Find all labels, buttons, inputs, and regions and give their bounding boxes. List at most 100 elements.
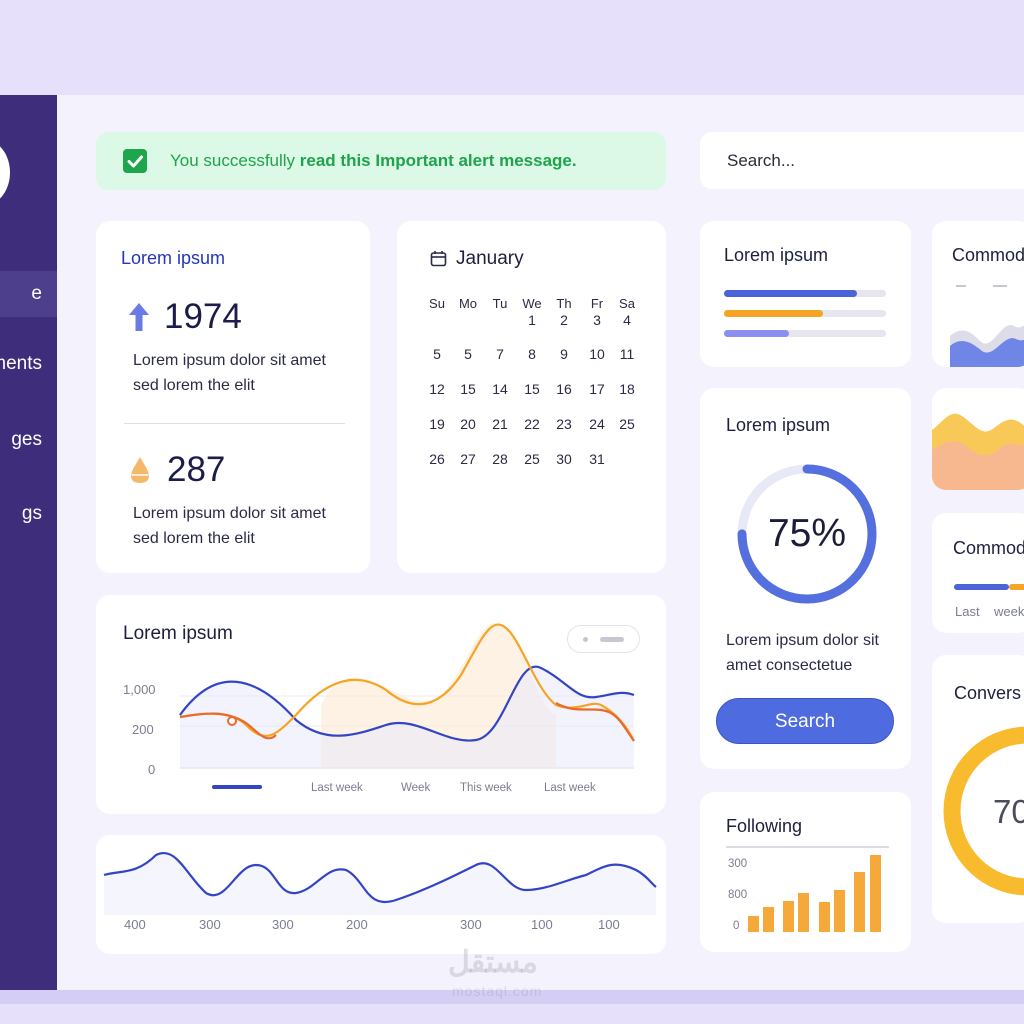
progress-bar xyxy=(724,330,886,337)
stats-card: Lorem ipsum 1974 Lorem ipsum dolor sit a… xyxy=(96,221,370,573)
legend-dash xyxy=(993,285,1007,287)
y-axis-label: 0 xyxy=(148,762,156,777)
calendar-day[interactable]: 31 xyxy=(589,451,605,467)
dashboard-frame: e ments ges gs You successfully read thi… xyxy=(0,95,1024,990)
progress-bar-orange xyxy=(1009,584,1024,590)
following-bar-chart xyxy=(748,855,881,932)
bar xyxy=(834,890,845,932)
calendar-day[interactable]: 15 xyxy=(460,381,476,397)
sidebar-item-label: ments xyxy=(0,353,42,374)
y-axis-label: 0 xyxy=(733,920,740,932)
card-title: Following xyxy=(726,816,803,836)
conversion-donut xyxy=(943,726,1024,896)
calendar-day[interactable]: 7 xyxy=(496,346,504,362)
success-alert: You successfully read this Important ale… xyxy=(96,132,666,190)
sidebar-item-settings[interactable]: gs xyxy=(0,491,57,537)
commod-card-1: Commod xyxy=(932,221,1024,367)
card-title: Commod xyxy=(952,245,1024,265)
arrow-up-icon xyxy=(129,303,149,331)
calendar-day[interactable]: 20 xyxy=(460,416,476,432)
progress-bar xyxy=(724,310,886,317)
progress-bar-fill xyxy=(724,330,789,337)
calendar-day[interactable]: 30 xyxy=(556,451,572,467)
calendar-day[interactable]: 2 xyxy=(560,312,568,328)
sidebar-item-messages[interactable]: ges xyxy=(0,417,57,463)
orange-area-chart xyxy=(932,413,1024,490)
stat-value-1: 1974 xyxy=(164,297,242,336)
calendar-card: January Su Mo Tu We Th Fr Sa 1 2 3 4 5 5 7 8 9 10 11 12 15 1… xyxy=(397,221,666,573)
search-placeholder: Search... xyxy=(727,151,796,170)
bar xyxy=(798,893,809,932)
commod-card-2: Commod Last week xyxy=(932,513,1024,633)
card-title: Lorem ipsum xyxy=(724,245,829,265)
bottom-strip xyxy=(0,990,1024,1004)
calendar-day[interactable]: 16 xyxy=(556,381,572,397)
calendar-day[interactable]: 27 xyxy=(460,451,476,467)
x-axis-label: 200 xyxy=(346,917,368,932)
calendar-weekday: Th xyxy=(556,296,572,311)
calendar-day[interactable]: 10 xyxy=(589,346,605,362)
alert-message: You successfully read this Important ale… xyxy=(170,151,577,170)
calendar-weekday: Fr xyxy=(590,296,604,311)
calendar-day[interactable]: 25 xyxy=(524,451,540,467)
calendar-day[interactable]: 24 xyxy=(589,416,605,432)
donut-percent-label: 75% xyxy=(767,512,847,555)
calendar-icon xyxy=(430,251,447,267)
calendar-day[interactable]: 26 xyxy=(429,451,445,467)
series-line-red xyxy=(555,702,635,742)
sidebar: e ments ges gs xyxy=(0,95,57,990)
drop-icon xyxy=(131,457,149,483)
calendar-day[interactable]: 22 xyxy=(524,416,540,432)
calendar-day[interactable]: 12 xyxy=(429,381,445,397)
calendar-day[interactable]: 23 xyxy=(556,416,572,432)
donut-chart xyxy=(737,464,877,604)
x-axis-label: 100 xyxy=(598,917,620,932)
sidebar-item-label: ges xyxy=(11,429,42,450)
bar xyxy=(819,902,830,932)
checkmark-icon xyxy=(123,149,147,173)
calendar-day[interactable]: 8 xyxy=(528,346,536,362)
toggle-bar xyxy=(600,637,624,642)
legend-dash xyxy=(956,285,966,287)
card-title: Commod xyxy=(953,538,1024,558)
calendar-month: January xyxy=(456,248,524,269)
calendar-day[interactable]: 15 xyxy=(524,381,540,397)
stat-value-2: 287 xyxy=(167,450,226,489)
y-axis-label: 800 xyxy=(728,889,748,901)
calendar-day[interactable]: 9 xyxy=(560,346,568,362)
x-axis-label: 100 xyxy=(531,917,553,932)
line-chart-card: Lorem ipsum 1,000 200 0 Last week Week T… xyxy=(96,595,666,814)
calendar-day[interactable]: 17 xyxy=(589,381,605,397)
card-title: Lorem ipsum xyxy=(123,623,233,644)
search-input[interactable]: Search... xyxy=(700,132,1024,189)
calendar-weekday: Mo xyxy=(458,296,478,311)
calendar-day[interactable]: 4 xyxy=(623,312,631,328)
stat-description-1: Lorem ipsum dolor sit amet sed lorem the … xyxy=(133,352,326,394)
watermark-url: mostaql.com xyxy=(452,983,543,999)
sidebar-item-label: gs xyxy=(21,503,42,524)
progress-bar-blue xyxy=(954,584,1009,590)
calendar-day[interactable]: 5 xyxy=(433,346,441,362)
stat-description-2: Lorem ipsum dolor sit amet sed lorem the … xyxy=(133,505,326,547)
data-point xyxy=(227,716,237,726)
calendar-day[interactable]: 21 xyxy=(492,416,508,432)
x-axis-label: This week xyxy=(460,782,512,794)
avatar[interactable] xyxy=(0,140,10,205)
sidebar-item-payments[interactable]: ments xyxy=(0,341,57,387)
search-button[interactable]: Search xyxy=(716,698,894,744)
area-chart-card xyxy=(932,388,1024,490)
calendar-day[interactable]: 3 xyxy=(593,312,601,328)
calendar-day[interactable]: 14 xyxy=(492,381,508,397)
calendar-day[interactable]: 19 xyxy=(429,416,445,432)
calendar-day[interactable]: 25 xyxy=(619,416,635,432)
calendar-day[interactable]: 1 xyxy=(528,312,536,328)
axis-label: week xyxy=(994,604,1024,619)
chart-toggle[interactable] xyxy=(567,625,640,653)
wave-chart-card: 400 300 300 200 300 100 100 xyxy=(96,835,666,954)
calendar-day[interactable]: 28 xyxy=(492,451,508,467)
calendar-day[interactable]: 11 xyxy=(619,346,635,362)
calendar-day[interactable]: 18 xyxy=(619,381,635,397)
sidebar-item-home[interactable]: e xyxy=(0,271,57,317)
calendar-day[interactable]: 5 xyxy=(464,346,472,362)
y-axis-label: 300 xyxy=(728,858,748,870)
